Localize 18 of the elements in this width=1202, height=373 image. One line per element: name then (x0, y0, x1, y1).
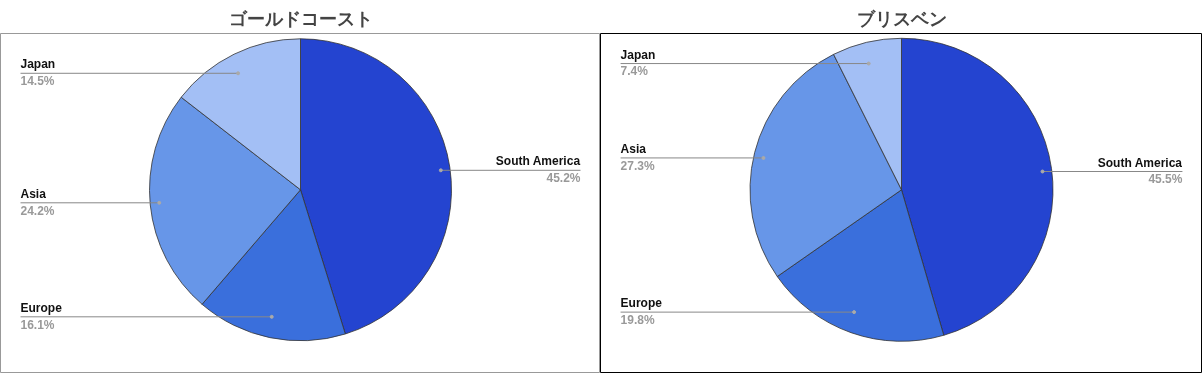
slice-label: Europe (20, 301, 63, 315)
data-label: 45.2% (546, 171, 581, 186)
slice-label: Asia (20, 186, 47, 201)
chart-title: ゴールドコースト (228, 7, 373, 29)
data-label: 24.2% (20, 203, 55, 218)
slice-label: South America (1097, 155, 1183, 170)
data-label: 19.8% (620, 313, 655, 328)
slice-label: Asia (620, 142, 647, 157)
slice-label: Japan (620, 47, 656, 62)
slice-label: South America (495, 154, 581, 169)
data-label: 27.3% (620, 158, 655, 173)
data-label: 7.4% (620, 64, 649, 79)
data-label: 45.5% (1148, 172, 1183, 187)
chart-title: ブリスベン (856, 7, 947, 29)
slice-label: Europe (620, 296, 663, 311)
data-label: 14.5% (20, 74, 55, 89)
data-label: 16.1% (20, 317, 55, 332)
slice-label: Japan (20, 57, 56, 72)
